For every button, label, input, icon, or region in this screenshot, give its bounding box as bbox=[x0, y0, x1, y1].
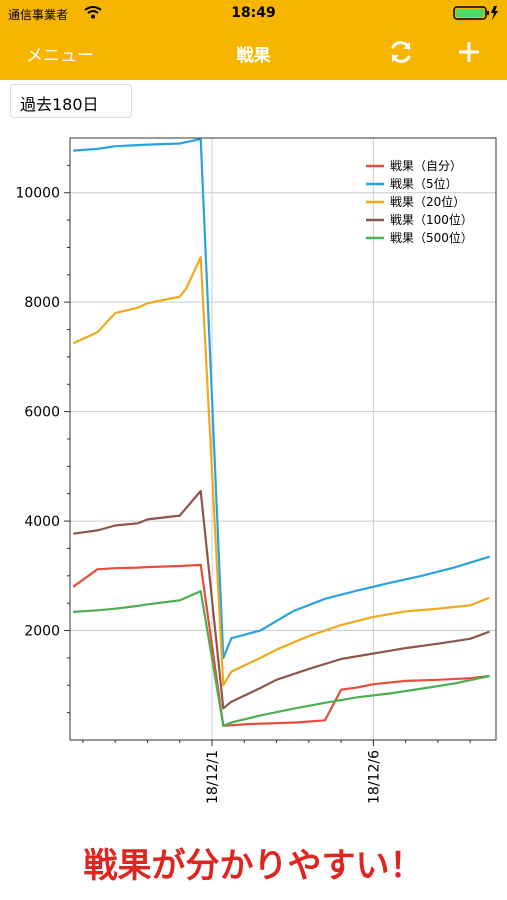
series-line bbox=[72, 256, 490, 687]
navigation-bar: メニュー 戦果 bbox=[0, 30, 507, 76]
y-tick-label: 4000 bbox=[24, 514, 60, 530]
legend-label: 戦果（20位） bbox=[390, 194, 465, 209]
legend-label: 戦果（500位） bbox=[390, 230, 473, 245]
series-line bbox=[73, 590, 490, 727]
y-tick-label: 2000 bbox=[24, 624, 60, 640]
y-tick-label: 6000 bbox=[24, 405, 60, 421]
status-time: 18:49 bbox=[231, 5, 276, 21]
period-selector-button[interactable]: 過去180日 bbox=[10, 84, 132, 118]
plus-icon[interactable] bbox=[456, 39, 482, 65]
plot-area bbox=[70, 138, 496, 740]
y-tick-label: 10000 bbox=[15, 186, 60, 202]
x-tick-label: 18/12/1 bbox=[205, 750, 221, 804]
series-line bbox=[73, 489, 490, 710]
wifi-icon bbox=[84, 6, 102, 19]
line-chart: 2000 4000 6000 8000 10000 18/12/1 18/12/6 戦果（自分… bbox=[15, 137, 497, 804]
legend-label: 戦果（自分） bbox=[390, 159, 462, 173]
app-header: 通信事業者 18:49 メニュー 戦果 bbox=[0, 0, 507, 80]
legend-label: 戦果（5位） bbox=[390, 176, 458, 191]
status-bar: 通信事業者 18:49 bbox=[0, 0, 507, 28]
series-line bbox=[72, 563, 490, 727]
y-tick-label: 8000 bbox=[24, 295, 60, 311]
series-line bbox=[73, 138, 490, 659]
battery-icon bbox=[453, 6, 498, 20]
tagline: 戦果が分かりやすい！ bbox=[83, 846, 424, 886]
legend-label: 戦果（100位） bbox=[390, 212, 473, 227]
plot-frame bbox=[69, 137, 497, 741]
refresh-icon[interactable] bbox=[388, 39, 414, 65]
carrier-label: 通信事業者 bbox=[8, 8, 69, 22]
x-tick-label: 18/12/6 bbox=[366, 750, 382, 804]
menu-button[interactable]: メニュー bbox=[26, 46, 94, 66]
